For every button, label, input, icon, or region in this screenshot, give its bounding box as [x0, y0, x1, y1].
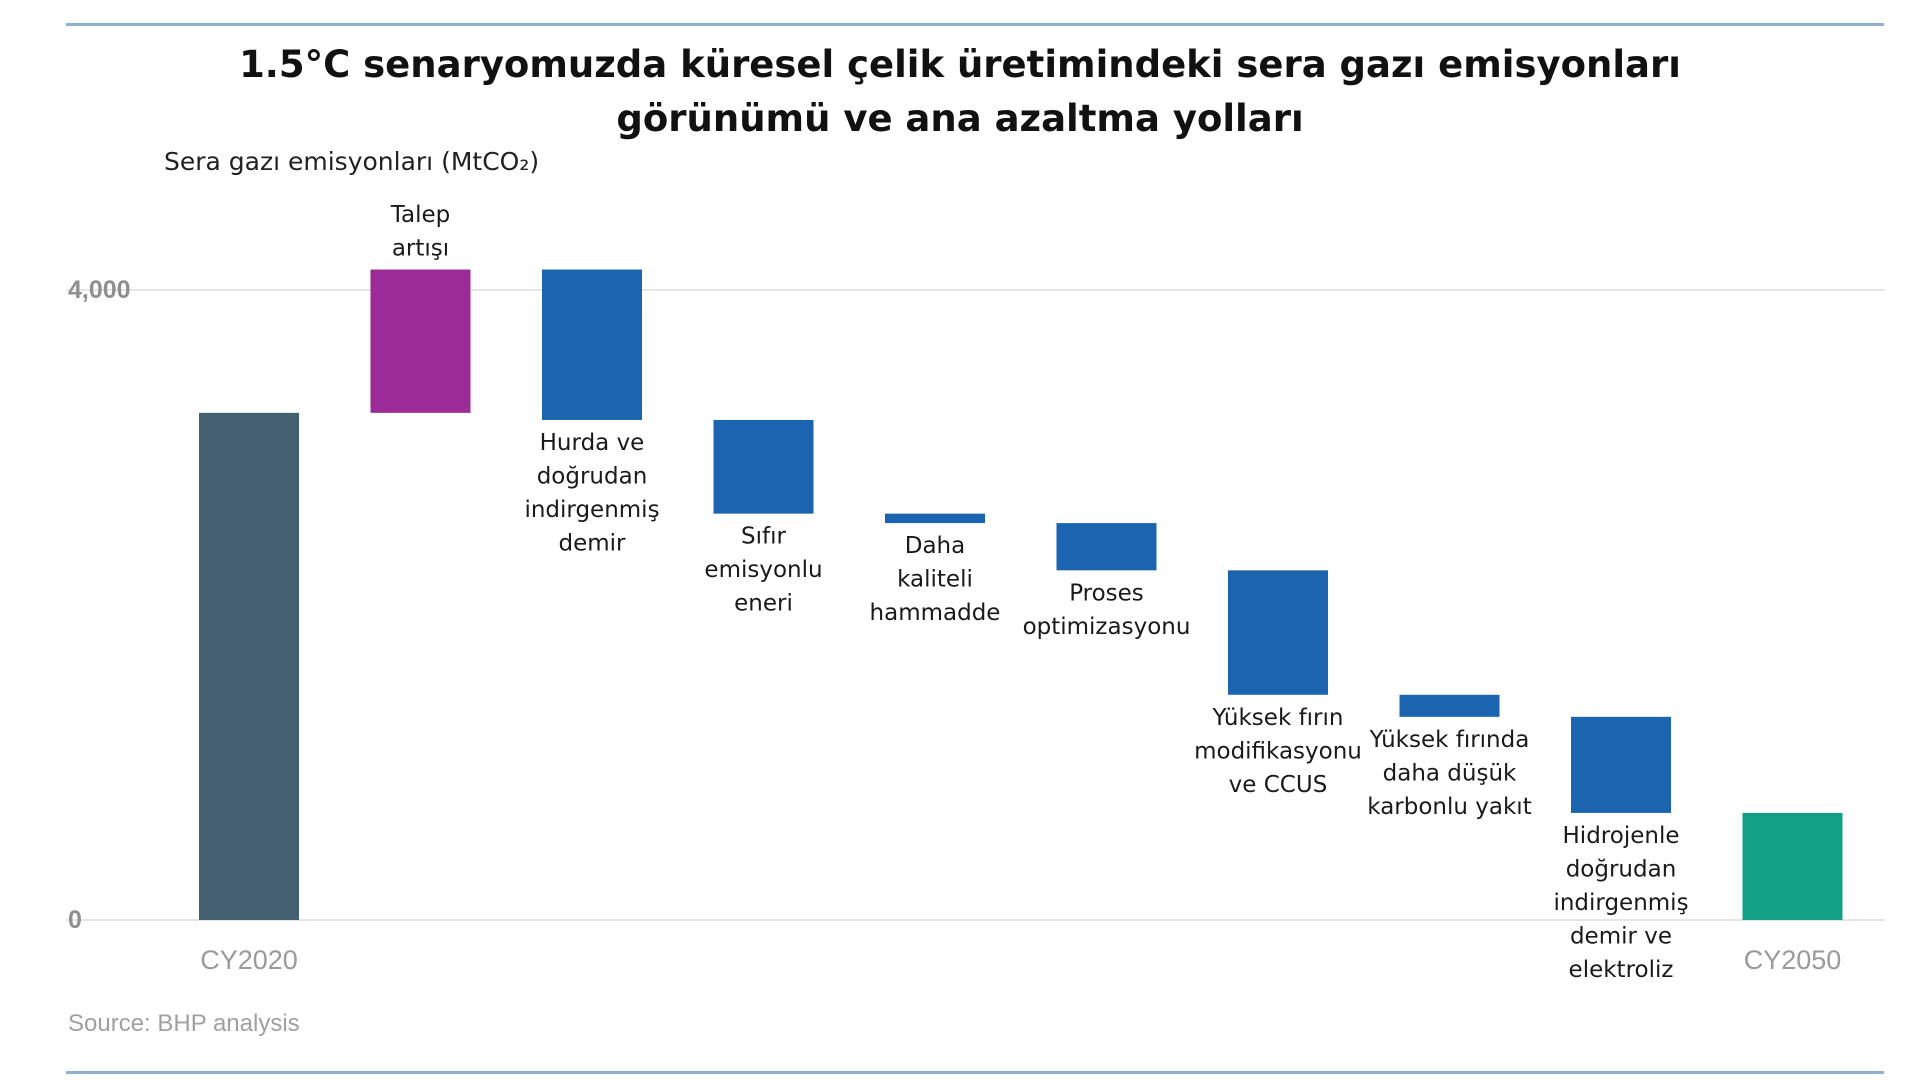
bar-data-label: Daha [905, 533, 965, 559]
bar [1228, 570, 1328, 695]
bar [542, 269, 642, 420]
y-axis-label: Sera gazı emisyonları (MtCO₂) [164, 147, 540, 176]
chart-title-line-1: 1.5°C senaryomuzda küresel çelik üretimi… [239, 43, 1681, 86]
bar-data-label: doğrudan [1566, 856, 1677, 882]
bar-data-label: elektroliz [1569, 957, 1674, 983]
bar [199, 412, 299, 920]
bar-data-label: daha düşük [1383, 760, 1517, 786]
bar [1056, 523, 1157, 571]
bar-data-label: indirgenmiş [1553, 890, 1688, 916]
bar-data-label: Hurda ve [540, 430, 645, 456]
bar-data-label: Talep [390, 202, 450, 228]
x-category-label: CY2050 [1744, 945, 1842, 975]
bar-data-label: Proses [1069, 580, 1144, 606]
bar-data-label: hammadde [870, 600, 1001, 626]
bar-data-label: demir [558, 530, 626, 556]
bar-data-label: optimizasyonu [1023, 614, 1191, 640]
bar-data-label: eneri [734, 591, 793, 617]
bar-data-label: emisyonlu [704, 557, 822, 583]
bar-data-label: Yüksek fırın [1212, 705, 1344, 731]
top-rule [66, 23, 1884, 26]
bottom-rule [66, 1071, 1884, 1074]
y-tick-label: 0 [68, 906, 82, 934]
bar-data-label: artışı [392, 236, 449, 262]
bar [885, 513, 985, 524]
y-tick-label: 4,000 [68, 276, 131, 304]
x-category-label: CY2020 [200, 945, 298, 975]
bar-data-label: ve CCUS [1229, 772, 1328, 798]
bar [1571, 716, 1671, 813]
bar-data-label: Yüksek fırında [1369, 727, 1530, 753]
bar [370, 269, 471, 413]
bar [1742, 812, 1843, 920]
bar-data-label: modifikasyonu [1194, 738, 1362, 764]
bar-data-label: demir ve [1570, 923, 1672, 949]
chart-title-line-2: görünümü ve ana azaltma yolları [616, 97, 1304, 140]
bar-data-label: karbonlu yakıt [1367, 794, 1531, 820]
bar-data-label: indirgenmiş [524, 497, 659, 523]
bar-data-label: Sıfır [741, 524, 786, 550]
bar [1399, 694, 1500, 717]
bar-data-label: Hidrojenle [1563, 823, 1680, 849]
source-note: Source: BHP analysis [68, 1010, 300, 1037]
bar [713, 419, 814, 514]
bar-data-label: doğrudan [537, 463, 648, 489]
bar-data-label: kaliteli [897, 567, 973, 593]
